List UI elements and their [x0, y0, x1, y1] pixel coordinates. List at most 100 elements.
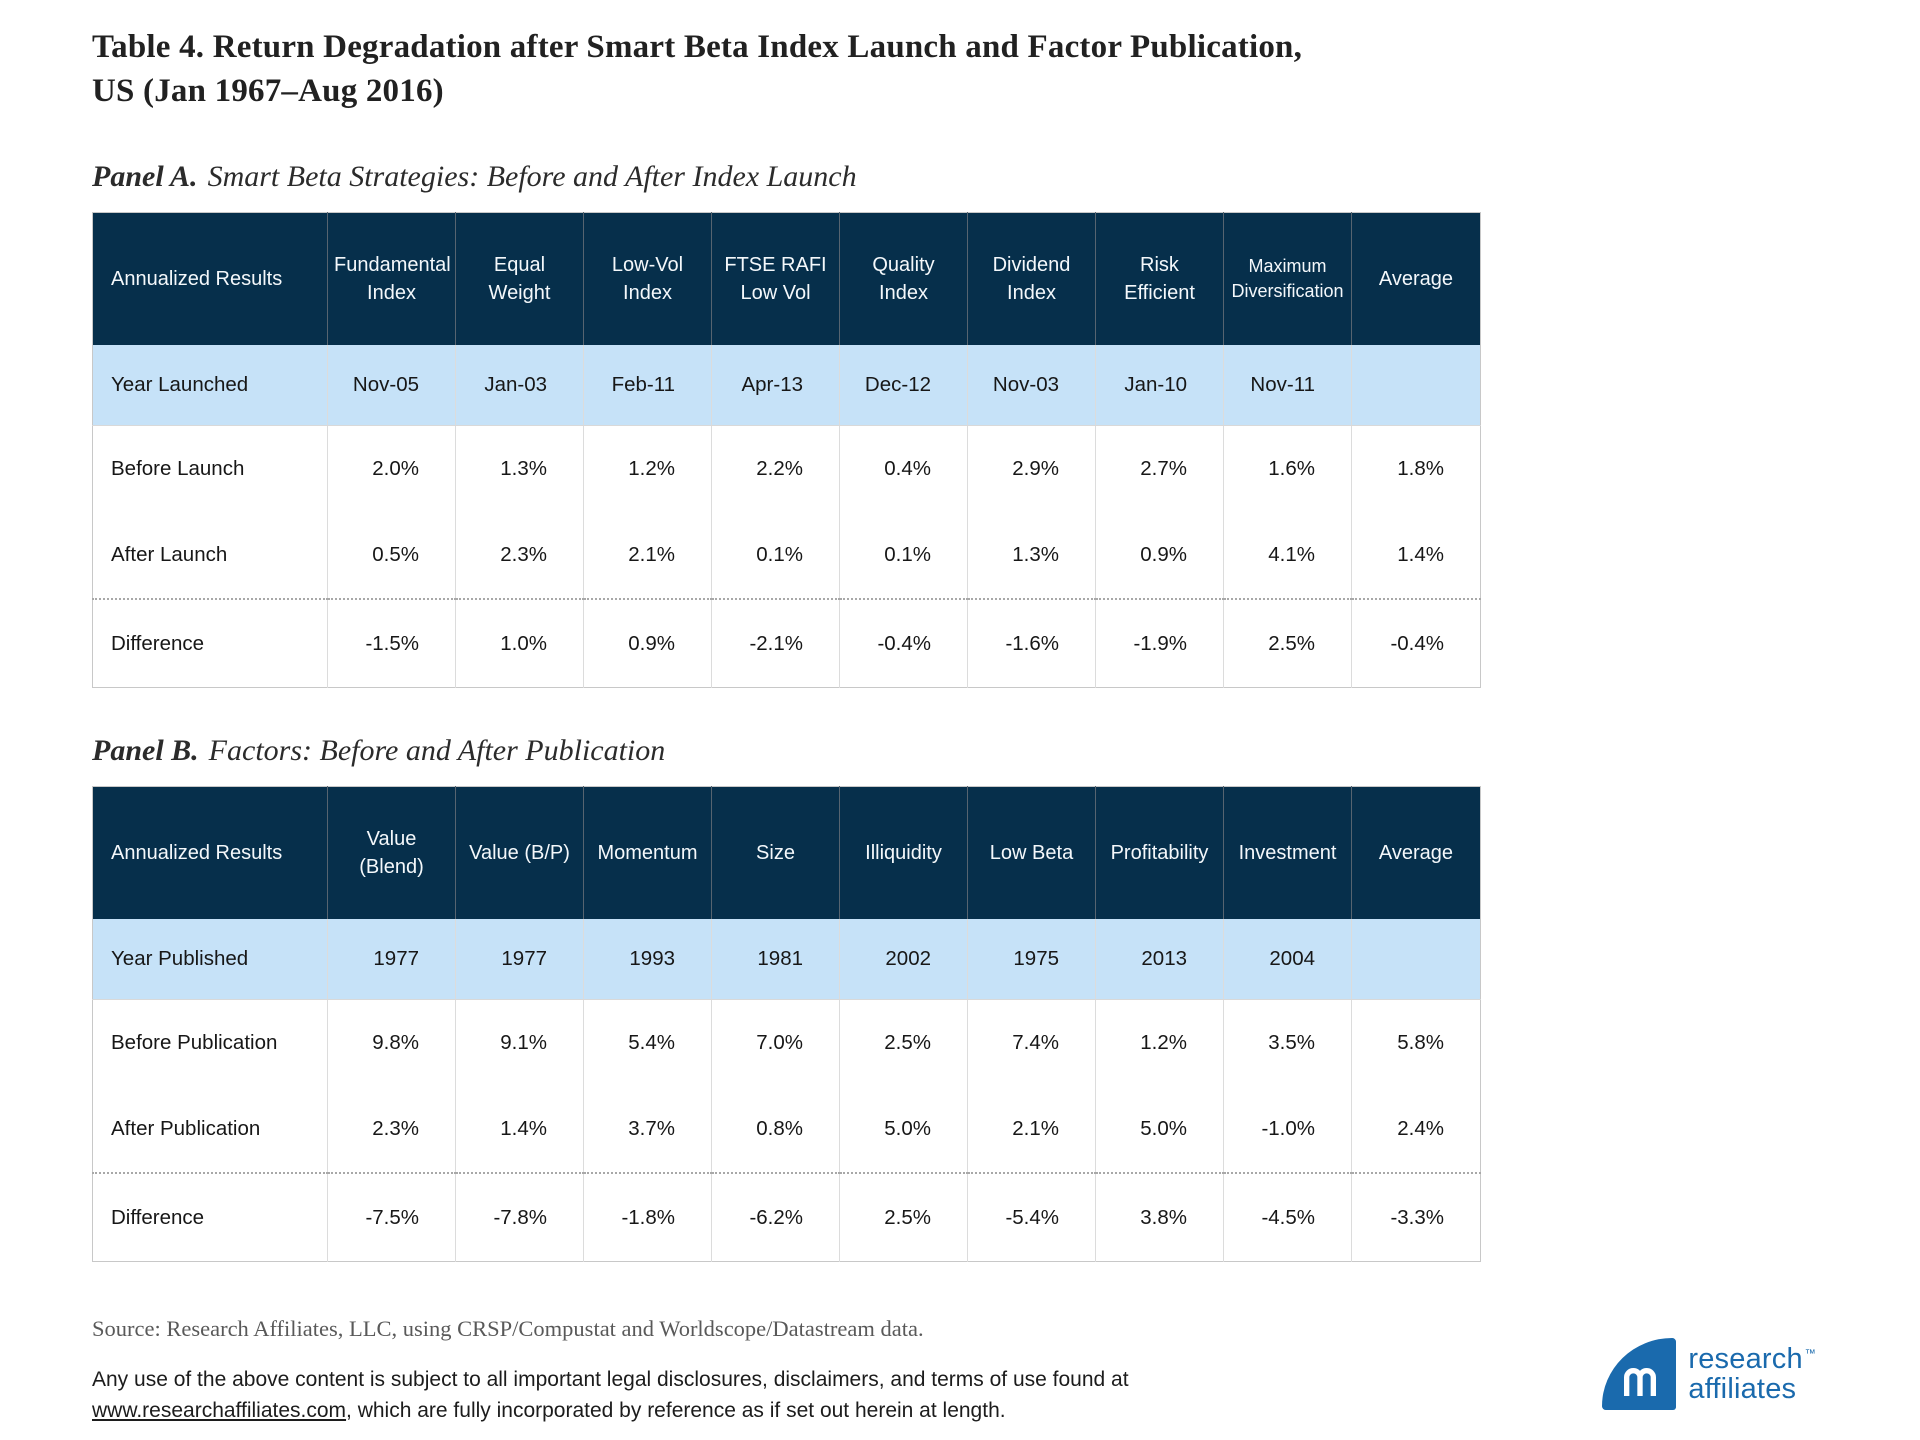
- value-cell: Feb-11: [583, 345, 712, 426]
- value-cell: 1993: [583, 919, 712, 1000]
- value-cell: 1975: [967, 919, 1096, 1000]
- row-label: Year Launched: [92, 345, 328, 426]
- row-label: After Publication: [111, 1116, 261, 1140]
- value-cell: -5.4%: [967, 1172, 1096, 1262]
- value-cell: 5.0%: [1095, 1085, 1224, 1174]
- column-header: Average: [1351, 786, 1481, 920]
- column-header: Profitability: [1095, 786, 1224, 920]
- value-cell: -0.4%: [839, 598, 968, 688]
- column-header: Quality Index: [839, 212, 968, 346]
- column-header: Fundamental Index: [327, 212, 456, 346]
- table-row-year-launched: Year Launched Nov-05 Jan-03 Feb-11 Apr-1…: [92, 345, 1481, 426]
- table-row-difference: Difference -7.5% -7.8% -1.8% -6.2% 2.5% …: [92, 1172, 1481, 1262]
- column-header: Dividend Index: [967, 212, 1096, 346]
- table-row-year-published: Year Published 1977 1977 1993 1981 2002 …: [92, 919, 1481, 1000]
- value-cell: -4.5%: [1223, 1172, 1352, 1262]
- value-cell: 2.4%: [1351, 1085, 1481, 1174]
- trademark-symbol: ™: [1804, 1347, 1816, 1360]
- row-label: Before Publication: [111, 1030, 278, 1054]
- panel-b-header-row: Annualized Results Value (Blend) Value (…: [92, 786, 1481, 920]
- logo-line2: affiliates: [1688, 1373, 1797, 1405]
- row-label: Difference: [92, 1172, 328, 1262]
- logo-line1: research: [1688, 1342, 1803, 1375]
- legal-disclaimer: Any use of the above content is subject …: [92, 1364, 1134, 1427]
- table-title: Table 4. Return Degradation after Smart …: [92, 26, 1482, 114]
- value-cell: 3.5%: [1223, 999, 1352, 1086]
- column-header: Equal Weight: [455, 212, 584, 346]
- column-header: Momentum: [583, 786, 712, 920]
- value-cell: 9.1%: [455, 999, 584, 1086]
- row-label: Before Launch: [111, 456, 245, 480]
- panel-a-heading: Panel A. Smart Beta Strategies: Before an…: [92, 160, 1482, 194]
- panel-a-table: Annualized Results Fundamental Index Equ…: [92, 211, 1481, 688]
- value-cell: 2.1%: [967, 1085, 1096, 1174]
- researchaffiliates-link[interactable]: www.researchaffiliates.com: [92, 1399, 347, 1423]
- value-cell: 2.2%: [711, 425, 840, 512]
- value-cell: 1.2%: [1095, 999, 1224, 1086]
- table-row-after-publication: After Publication 2.3% 1.4% 3.7% 0.8% 5.…: [93, 1085, 1481, 1174]
- table-row-before-publication: Before Publication 9.8% 9.1% 5.4% 7.0% 2…: [93, 999, 1481, 1086]
- column-header: Maximum Diversification: [1223, 212, 1352, 346]
- value-cell: 1.3%: [455, 425, 584, 512]
- value-cell: 0.4%: [839, 425, 968, 512]
- panel-b-label: Panel B.: [92, 733, 199, 767]
- value-cell: 0.8%: [711, 1085, 840, 1174]
- row-label: Difference: [92, 598, 328, 688]
- value-cell: 1977: [327, 919, 456, 1000]
- value-cell: 1.2%: [583, 425, 712, 512]
- value-cell: 2002: [839, 919, 968, 1000]
- legal-text-before: Any use of the above content is subject …: [92, 1367, 1129, 1391]
- value-cell: -7.5%: [327, 1172, 456, 1262]
- ra-monogram-icon: [1602, 1338, 1677, 1410]
- column-header: Value (Blend): [327, 786, 456, 920]
- value-cell: 1.3%: [967, 511, 1096, 600]
- row-label: Year Published: [92, 919, 328, 1000]
- value-cell: -2.1%: [711, 598, 840, 688]
- table-row-difference: Difference -1.5% 1.0% 0.9% -2.1% -0.4% -…: [92, 598, 1481, 688]
- value-cell: 0.9%: [583, 598, 712, 688]
- value-cell: 5.4%: [583, 999, 712, 1086]
- value-cell: 7.0%: [711, 999, 840, 1086]
- value-cell: -1.6%: [967, 598, 1096, 688]
- value-cell: -0.4%: [1351, 598, 1481, 688]
- table-title-line2: US (Jan 1967–Aug 2016): [92, 72, 444, 109]
- column-header: Annualized Results: [92, 786, 328, 920]
- value-cell: Nov-05: [327, 345, 456, 426]
- value-cell: 1.4%: [1351, 511, 1481, 600]
- value-cell: 1.8%: [1351, 425, 1481, 512]
- value-cell: 2.0%: [327, 425, 456, 512]
- value-cell: 2.1%: [583, 511, 712, 600]
- column-header: Low Beta: [967, 786, 1096, 920]
- column-header: Annualized Results: [92, 212, 328, 346]
- value-cell: 0.5%: [327, 511, 456, 600]
- value-cell: -1.8%: [583, 1172, 712, 1262]
- panel-b-subtitle: Factors: Before and After Publication: [208, 733, 666, 767]
- panel-a-header-row: Annualized Results Fundamental Index Equ…: [92, 212, 1481, 346]
- column-header: FTSE RAFI Low Vol: [711, 212, 840, 346]
- column-header: Size: [711, 786, 840, 920]
- panel-b-table: Annualized Results Value (Blend) Value (…: [92, 785, 1481, 1262]
- value-cell: 5.8%: [1351, 999, 1481, 1086]
- source-note: Source: Research Affiliates, LLC, using …: [92, 1315, 924, 1341]
- value-cell: 2013: [1095, 919, 1224, 1000]
- value-cell: 2.3%: [455, 511, 584, 600]
- column-header: Illiquidity: [839, 786, 968, 920]
- value-cell: 2.5%: [839, 999, 968, 1086]
- value-cell: -7.8%: [455, 1172, 584, 1262]
- value-cell: Nov-03: [967, 345, 1096, 426]
- research-affiliates-logo: research ™ affiliates: [1602, 1338, 1816, 1410]
- value-cell: 1.0%: [455, 598, 584, 688]
- column-header: Investment: [1223, 786, 1352, 920]
- content-area: Table 4. Return Degradation after Smart …: [92, 26, 1482, 1427]
- column-header: Average: [1351, 212, 1481, 346]
- value-cell: 0.1%: [711, 511, 840, 600]
- value-cell: 1981: [711, 919, 840, 1000]
- column-header: Low-Vol Index: [583, 212, 712, 346]
- value-cell: [1351, 919, 1481, 1000]
- value-cell: -6.2%: [711, 1172, 840, 1262]
- value-cell: 3.7%: [583, 1085, 712, 1174]
- value-cell: 9.8%: [327, 999, 456, 1086]
- value-cell: Apr-13: [711, 345, 840, 426]
- value-cell: 1.4%: [455, 1085, 584, 1174]
